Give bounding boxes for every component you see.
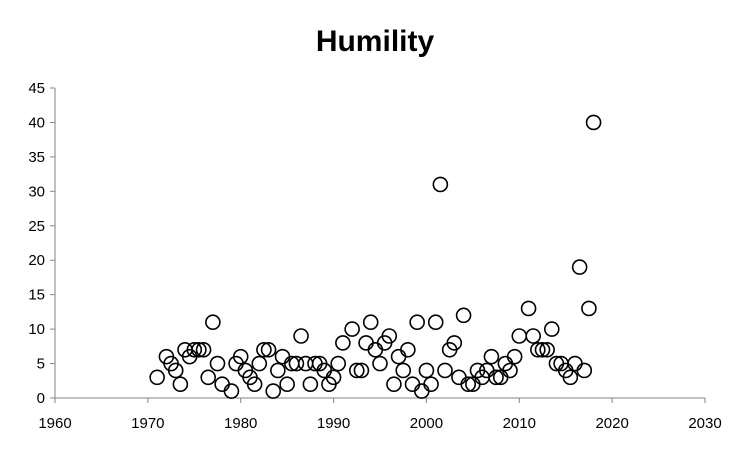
data-point: [172, 376, 189, 393]
data-point: [205, 314, 221, 331]
x-tick-label: 1970: [131, 415, 164, 432]
x-tick-label: 1990: [317, 415, 350, 432]
data-point: [423, 376, 439, 393]
data-point: [576, 362, 593, 379]
y-tick-label: 30: [28, 183, 45, 200]
data-point: [530, 341, 546, 358]
y-tick-label: 35: [28, 149, 45, 166]
y-tick-label: 5: [37, 356, 45, 373]
data-point: [335, 335, 351, 351]
data-point: [581, 300, 597, 317]
data-point: [279, 376, 295, 393]
x-tick-label: 2030: [688, 415, 721, 432]
data-point: [381, 328, 398, 344]
data-point: [483, 348, 500, 365]
x-tick-label: 1980: [224, 415, 257, 432]
data-point: [418, 362, 435, 379]
data-point: [265, 383, 282, 399]
data-point: [270, 362, 286, 379]
data-point: [209, 355, 226, 372]
data-point: [256, 341, 272, 358]
data-point: [451, 369, 467, 386]
data-point: [455, 307, 472, 324]
data-point: [223, 383, 240, 399]
data-point: [251, 355, 268, 372]
x-tick-label: 2000: [410, 415, 443, 432]
y-tick-label: 10: [28, 321, 45, 338]
data-point: [260, 341, 277, 358]
data-point: [585, 114, 602, 131]
data-point: [358, 335, 374, 351]
data-point: [446, 335, 463, 351]
data-point: [214, 376, 230, 393]
data-point: [432, 176, 449, 193]
data-point: [353, 362, 370, 379]
x-axis: 1960 1970 1980 1990 2000 2010 2020 2030: [38, 397, 722, 432]
data-point: [362, 314, 379, 331]
data-point: [520, 300, 537, 317]
data-points: [149, 114, 602, 399]
data-point: [293, 328, 309, 344]
data-point: [409, 314, 425, 331]
data-point: [562, 369, 579, 386]
y-tick-label: 45: [28, 80, 45, 97]
data-point: [288, 355, 305, 372]
data-point: [167, 362, 184, 379]
data-point: [395, 362, 412, 379]
data-point: [186, 341, 203, 358]
data-point: [200, 369, 217, 386]
data-point: [274, 348, 291, 365]
data-point: [400, 341, 416, 358]
data-point: [543, 321, 560, 337]
data-point: [502, 362, 518, 379]
data-point: [390, 348, 407, 365]
data-point: [195, 341, 212, 358]
data-point: [427, 314, 444, 331]
x-tick-label: 2010: [503, 415, 536, 432]
data-point: [506, 348, 523, 365]
data-point: [386, 376, 402, 393]
data-point: [571, 259, 588, 275]
data-point: [437, 362, 453, 379]
data-point: [348, 362, 365, 379]
data-point: [330, 355, 347, 372]
data-point: [404, 376, 421, 393]
data-point: [460, 376, 477, 393]
y-tick-label: 0: [37, 390, 45, 407]
data-point: [149, 369, 165, 386]
data-point: [525, 328, 542, 344]
x-tick-label: 1960: [38, 415, 71, 432]
y-tick-label: 15: [28, 287, 45, 304]
data-point: [539, 341, 555, 358]
data-point: [246, 376, 263, 393]
chart-title: Humility: [316, 25, 435, 58]
data-point: [372, 355, 388, 372]
data-point: [567, 355, 583, 372]
y-axis: 0 5 10 15 20 25 30 35 40 45: [28, 80, 56, 407]
data-point: [325, 369, 342, 386]
data-point: [534, 341, 551, 358]
data-point: [511, 328, 528, 344]
y-tick-label: 20: [28, 252, 45, 269]
y-tick-label: 40: [28, 114, 45, 131]
data-point: [232, 348, 249, 365]
y-tick-label: 25: [28, 218, 45, 235]
data-point: [488, 369, 504, 386]
data-point: [344, 321, 360, 337]
data-point: [367, 341, 384, 358]
x-tick-label: 2020: [595, 415, 628, 432]
data-point: [302, 376, 319, 393]
data-point: [413, 383, 430, 399]
data-point: [191, 341, 207, 358]
